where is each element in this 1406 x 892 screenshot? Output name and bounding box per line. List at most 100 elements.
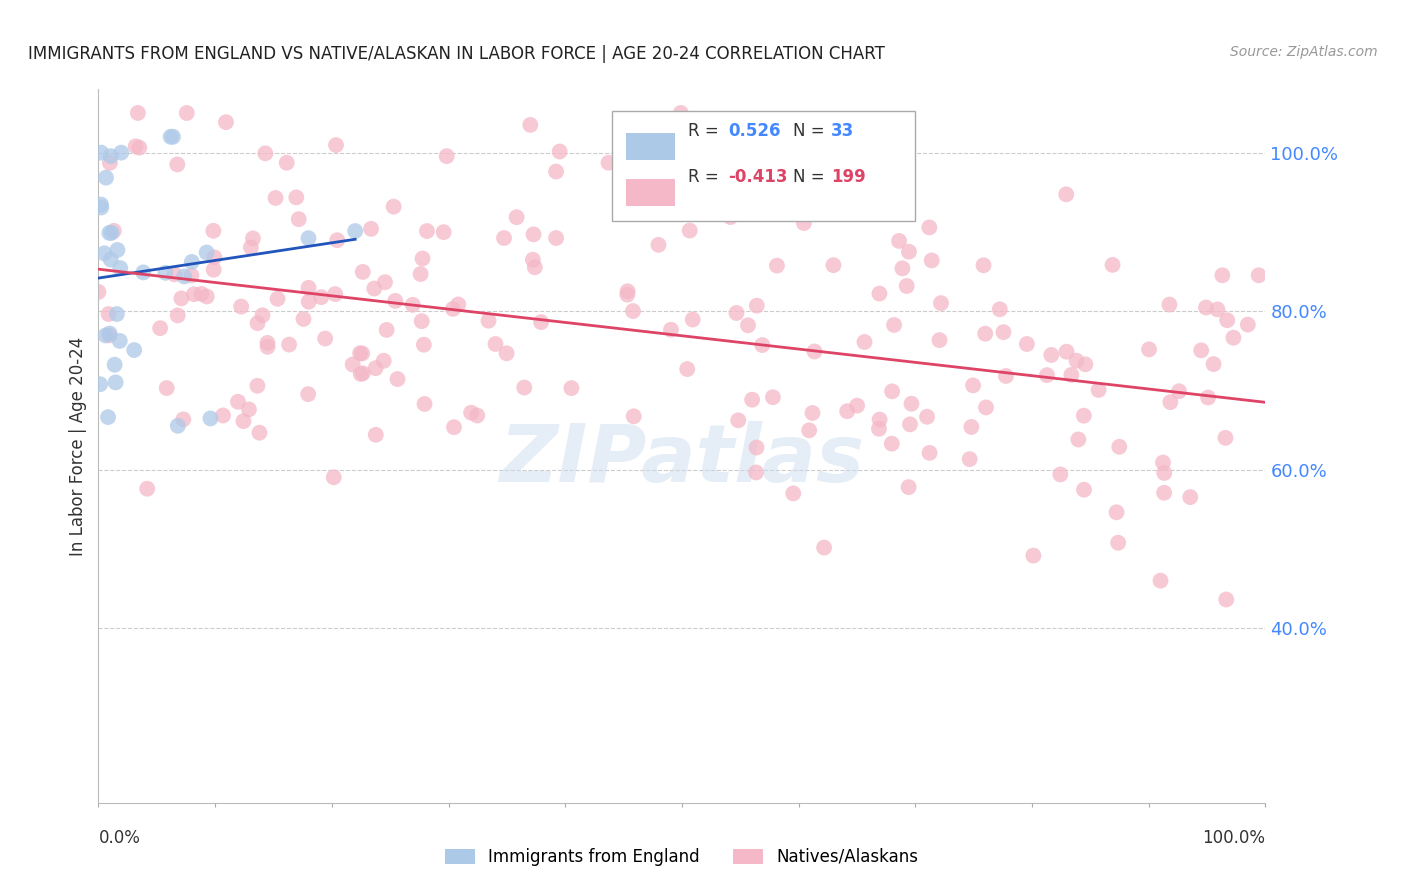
Point: [1215, 431, 1237, 445]
Point: [803, 344, 825, 359]
Point: [720, 210, 742, 224]
Point: [1108, 440, 1130, 454]
Point: [994, 369, 1017, 384]
Point: [127, 106, 149, 120]
Point: [374, 275, 396, 289]
Point: [190, 286, 212, 301]
Point: [352, 366, 374, 380]
Point: [254, 146, 277, 161]
Point: [180, 268, 202, 283]
Point: [246, 316, 269, 330]
Point: [762, 390, 785, 404]
FancyBboxPatch shape: [626, 133, 675, 160]
Point: [676, 362, 699, 376]
Point: [546, 231, 568, 245]
Point: [1105, 505, 1128, 519]
Point: [98, 156, 121, 170]
Point: [176, 106, 198, 120]
Point: [104, 358, 127, 372]
Point: [1202, 357, 1225, 371]
Point: [360, 222, 382, 236]
Point: [530, 315, 553, 329]
Point: [90, 197, 112, 211]
Point: [897, 480, 920, 494]
Point: [436, 149, 458, 163]
Point: [623, 409, 645, 424]
Point: [297, 387, 319, 401]
Text: ZIPatlas: ZIPatlas: [499, 421, 865, 500]
Point: [246, 378, 269, 392]
Point: [868, 286, 890, 301]
Point: [402, 298, 425, 312]
Point: [266, 292, 288, 306]
Point: [285, 190, 308, 204]
Point: [416, 224, 439, 238]
Point: [98, 226, 121, 240]
Point: [136, 482, 159, 496]
Point: [799, 423, 821, 437]
Point: [349, 346, 371, 360]
Point: [413, 397, 436, 411]
Point: [375, 323, 398, 337]
Point: [1153, 485, 1175, 500]
Point: [98, 328, 121, 343]
Point: [598, 155, 620, 169]
Point: [513, 380, 536, 394]
Point: [915, 409, 938, 424]
Point: [322, 470, 344, 484]
Point: [447, 297, 470, 311]
Point: [326, 233, 349, 247]
Point: [659, 323, 682, 337]
Point: [1216, 313, 1239, 327]
Point: [352, 346, 374, 360]
Point: [465, 409, 488, 423]
Point: [548, 145, 571, 159]
Point: [460, 406, 482, 420]
Point: [766, 259, 789, 273]
Point: [162, 129, 184, 144]
Point: [297, 281, 319, 295]
Point: [1060, 368, 1083, 382]
Point: [1056, 344, 1078, 359]
Point: [256, 335, 278, 350]
Point: [105, 307, 128, 321]
Point: [616, 285, 638, 299]
Point: [172, 412, 194, 426]
Point: [384, 293, 406, 308]
Point: [180, 255, 202, 269]
Point: [232, 414, 254, 428]
Legend: Immigrants from England, Natives/Alaskans: Immigrants from England, Natives/Alaskan…: [446, 847, 918, 866]
Point: [823, 258, 845, 272]
Point: [128, 141, 150, 155]
Point: [1054, 187, 1077, 202]
Point: [1066, 353, 1088, 368]
Point: [387, 372, 409, 386]
Point: [741, 392, 763, 407]
Point: [1236, 318, 1258, 332]
Point: [93, 246, 115, 260]
Point: [363, 281, 385, 295]
Point: [412, 252, 434, 266]
Point: [441, 301, 464, 316]
Point: [100, 252, 122, 267]
Point: [801, 406, 824, 420]
Point: [1073, 409, 1095, 423]
Point: [1153, 466, 1175, 480]
Point: [90, 145, 112, 160]
Point: [921, 253, 943, 268]
Text: 33: 33: [831, 121, 855, 139]
Point: [1197, 391, 1219, 405]
Point: [1189, 343, 1212, 358]
Point: [1049, 467, 1071, 482]
Point: [433, 225, 456, 239]
Point: [737, 318, 759, 333]
Point: [837, 404, 859, 418]
Point: [898, 417, 921, 432]
Point: [249, 425, 271, 440]
Point: [94, 170, 117, 185]
Point: [155, 266, 177, 280]
Point: [170, 292, 193, 306]
Point: [1036, 368, 1059, 383]
Point: [195, 245, 218, 260]
Point: [94, 328, 117, 343]
